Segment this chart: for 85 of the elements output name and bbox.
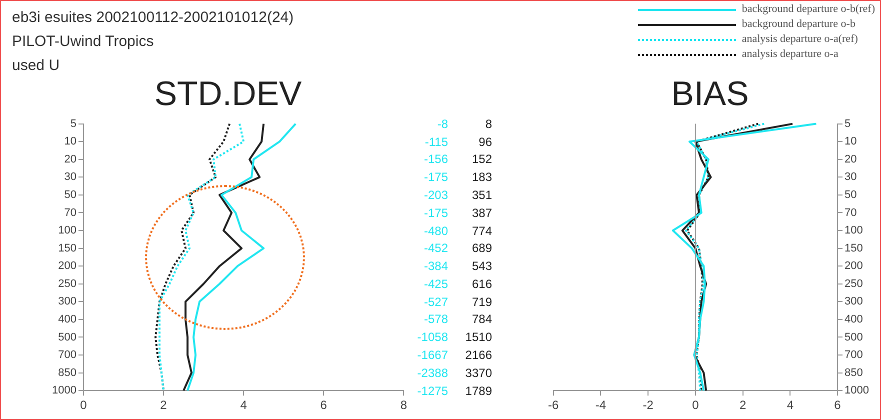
- text: -578: [422, 312, 448, 326]
- y-tick-label: 1000: [52, 384, 76, 397]
- y-tick-label: 250: [844, 278, 863, 290]
- text: -1667: [416, 348, 448, 362]
- x-tick-label: 0: [692, 398, 700, 412]
- y-tick-label: 850: [844, 366, 863, 379]
- text: -2388: [416, 366, 448, 380]
- x-tick-label: 6: [834, 398, 842, 412]
- text: used U: [12, 57, 60, 74]
- text: 1789: [465, 384, 492, 398]
- y-tick-label: 200: [844, 260, 863, 272]
- y-tick-label: 250: [58, 278, 76, 290]
- y-tick-label: 200: [58, 260, 76, 272]
- text: 616: [472, 276, 492, 291]
- y-tick-label: 10: [64, 136, 76, 148]
- text: -452: [422, 241, 448, 256]
- text: PILOT-Uwind Tropics: [12, 32, 155, 52]
- text: eb3i esuites 2002100112-2002101012(24): [12, 8, 294, 28]
- text: -425: [422, 276, 448, 291]
- text: 351: [472, 188, 492, 202]
- text: 387: [472, 206, 492, 220]
- x-tick-label: 0: [80, 398, 88, 412]
- text: background departure o-b: [742, 17, 856, 32]
- x-tick-label: 8: [400, 398, 408, 412]
- y-tick-label: 20: [844, 153, 857, 166]
- text: -527: [422, 294, 448, 309]
- y-tick-label: 30: [844, 171, 857, 184]
- text: 96: [478, 134, 492, 149]
- text: -175: [422, 206, 448, 220]
- text: analysis departure o-a: [742, 47, 838, 62]
- text: 543: [472, 259, 492, 274]
- x-tick-label: -4: [595, 398, 606, 412]
- text: analysis departure o-a(ref): [742, 32, 858, 47]
- y-tick-label: 700: [844, 349, 863, 362]
- y-tick-label: 10: [844, 136, 857, 148]
- text: -115: [424, 134, 448, 149]
- y-tick-label: 300: [58, 296, 76, 308]
- x-tick-label: 4: [786, 398, 794, 412]
- y-tick-label: 400: [58, 313, 76, 326]
- y-tick-label: 5: [70, 118, 76, 130]
- chart-title: STD.DEV: [154, 74, 302, 113]
- y-tick-label: 300: [844, 296, 863, 308]
- y-tick-label: 50: [64, 188, 76, 201]
- chart-title: BIAS: [671, 74, 749, 113]
- text: -156: [422, 152, 448, 166]
- text: -384: [422, 259, 448, 274]
- y-tick-label: 850: [58, 366, 76, 379]
- x-tick-label: 6: [320, 398, 328, 412]
- y-tick-label: 1000: [844, 384, 870, 397]
- text: 719: [472, 294, 492, 309]
- text: 784: [472, 312, 492, 326]
- y-tick-label: 30: [64, 171, 76, 184]
- y-tick-label: 400: [844, 313, 863, 326]
- text: 2166: [465, 348, 492, 362]
- text: 689: [472, 241, 492, 256]
- y-tick-label: 70: [844, 206, 857, 219]
- y-tick-label: 500: [844, 331, 863, 344]
- y-tick-label: 5: [844, 118, 851, 130]
- text: -175: [422, 170, 448, 184]
- x-tick-label: 2: [160, 398, 168, 412]
- y-tick-label: 700: [58, 349, 76, 362]
- y-tick-label: 100: [58, 224, 76, 237]
- x-tick-label: -2: [642, 398, 654, 412]
- y-tick-label: 70: [64, 206, 76, 219]
- x-tick-label: 4: [240, 398, 248, 412]
- text: 183: [472, 170, 492, 184]
- y-tick-label: 150: [58, 242, 76, 254]
- text: -203: [422, 188, 448, 202]
- text: -1058: [416, 330, 448, 344]
- y-tick-label: 20: [64, 153, 76, 166]
- y-tick-label: 50: [844, 188, 857, 201]
- y-tick-label: 500: [58, 331, 76, 344]
- y-tick-label: 150: [844, 242, 863, 254]
- text: -8: [436, 116, 448, 131]
- x-tick-label: 2: [739, 398, 746, 412]
- text: 152: [472, 152, 492, 166]
- text: background departure o-b(ref): [742, 2, 875, 17]
- text: 774: [472, 224, 492, 238]
- text: -1275: [416, 384, 448, 398]
- x-tick-label: -6: [548, 398, 559, 412]
- text: 1510: [465, 330, 492, 344]
- text: -480: [422, 224, 448, 238]
- text: 3370: [465, 366, 492, 380]
- text: 8: [485, 116, 492, 131]
- y-tick-label: 100: [844, 224, 863, 237]
